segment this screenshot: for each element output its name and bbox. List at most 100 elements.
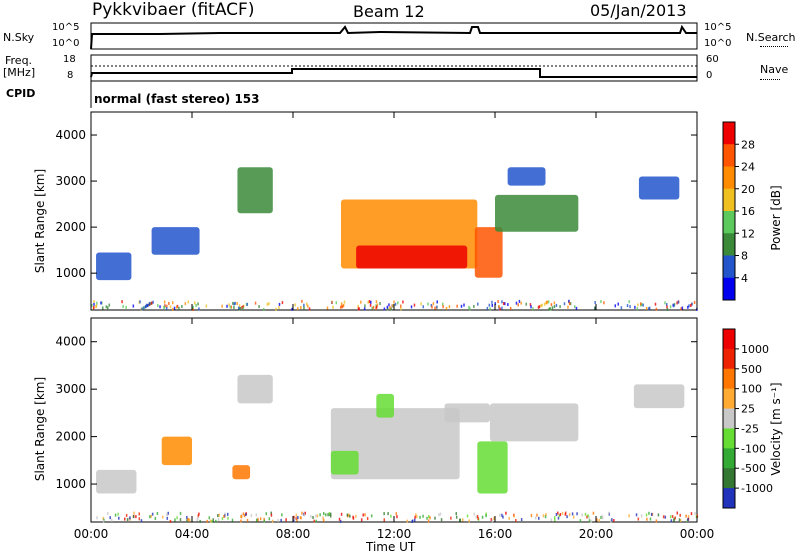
echo-velocity [174,518,176,522]
echo-power [205,304,208,308]
echo-velocity [550,518,553,522]
freq-trace [90,68,697,78]
echo-velocity [149,515,151,519]
echo-velocity [300,516,302,520]
echo-power [575,306,578,310]
echo-velocity [316,514,319,518]
echo-velocity [196,518,199,522]
echo-power [184,302,187,306]
echo-velocity [349,514,351,518]
echo-velocity [513,514,515,518]
echo-power [96,301,98,305]
echo-velocity [240,515,243,519]
echo-power [172,307,174,311]
echo-power [192,307,194,311]
colorbar-swatch-power [723,277,735,301]
echo-power [530,305,532,309]
echo-velocity [520,518,523,522]
nsearch-label: N.Search [746,31,796,44]
echo-velocity [670,519,673,523]
echo-power [221,304,223,308]
nave-legend-dots [760,79,780,80]
echo-velocity [440,518,443,522]
echo-velocity [125,513,128,517]
echo-region-velocity-5 [330,450,359,475]
echo-power [491,300,493,304]
echo-power [647,307,650,311]
echo-velocity [387,512,389,516]
echo-velocity [588,516,590,520]
echo-velocity [390,514,392,518]
echo-power [628,300,630,304]
echo-velocity [429,516,431,520]
echo-velocity [674,516,676,520]
echo-velocity [322,516,324,520]
echo-power [301,299,303,303]
colorbar-swatch-power [723,255,735,279]
colorbar-tick-label-velocity: 500 [741,363,762,376]
echo-power [165,307,168,311]
echo-region-velocity-10 [633,384,685,409]
echo-velocity [505,511,507,515]
echo-velocity [576,512,578,516]
echo-velocity [475,515,477,519]
echo-power [515,301,518,305]
echo-velocity [352,515,354,519]
echo-power [677,300,680,304]
nave-tick-top: 60 [706,54,719,65]
echo-power [342,303,345,307]
echo-region-velocity-8 [477,441,508,494]
echo-velocity [315,514,317,518]
echo-velocity [231,518,234,522]
echo-power [341,305,343,309]
nsearch-legend-dots [760,46,788,47]
echo-power [238,304,241,308]
echo-velocity [241,513,243,517]
echo-power [281,301,284,305]
echo-power [145,303,148,307]
echo-power [242,306,244,310]
echo-velocity [109,516,111,520]
echo-power [469,307,471,311]
echo-power [369,303,372,307]
beam-title: Beam 12 [353,2,425,21]
echo-power [548,307,550,311]
echo-power [402,300,404,304]
echo-power [339,305,342,309]
cpid-value: normal (fast stereo) 153 [94,92,260,106]
nave-label: Nave [760,63,789,76]
echo-region-velocity-2 [232,465,251,480]
echo-velocity [413,518,416,522]
status-strip [90,22,698,108]
echo-velocity [186,519,188,523]
echo-velocity [129,516,131,520]
echo-velocity [187,517,189,521]
echo-region-power-7 [507,167,546,186]
echo-power [187,300,190,304]
colorbar-swatch-power [723,211,735,234]
echo-region-velocity-4 [330,408,460,480]
echo-velocity [687,518,689,522]
echo-velocity [304,511,306,515]
echo-velocity [217,517,220,521]
echo-power [547,300,550,304]
echo-power [567,305,569,309]
echo-power [436,300,438,304]
echo-velocity [473,512,475,516]
date-title: 05/Jan/2013 [590,1,687,20]
echo-velocity [133,511,135,515]
colorbar-swatch-velocity [723,448,735,469]
echo-power [400,307,402,311]
echo-power [101,301,103,305]
echo-power [367,300,369,304]
echo-velocity [566,515,568,519]
echo-velocity [610,519,612,523]
echo-velocity [568,513,571,517]
echo-power [275,307,277,311]
echo-velocity [662,515,665,519]
echo-velocity [271,519,274,523]
freq-label: Freq. [5,54,33,67]
echo-velocity [485,512,487,516]
echo-velocity [176,516,178,520]
echo-power [343,300,346,304]
